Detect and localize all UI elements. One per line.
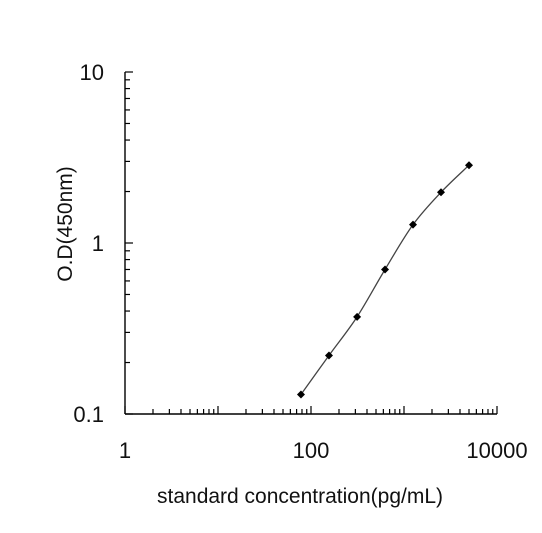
x-minor-ticks	[124, 406, 498, 414]
axes	[124, 71, 498, 415]
x-tick-label-100: 100	[293, 438, 330, 463]
series-line	[300, 164, 470, 395]
y-tick-label-1: 1	[92, 231, 104, 256]
x-tick-label-10000: 10000	[466, 438, 527, 463]
data-point-6	[465, 161, 474, 170]
data-point-3	[381, 265, 390, 274]
y-tick-labels: 0.1 1 10	[73, 60, 104, 427]
data-point-5	[437, 188, 446, 197]
y-minor-ticks	[125, 71, 133, 415]
y-tick-label-0.1: 0.1	[73, 402, 104, 427]
series-group	[296, 161, 474, 399]
data-point-0	[296, 390, 305, 399]
x-tick-labels: 1 100 10000	[119, 438, 528, 463]
series-markers	[296, 161, 474, 399]
data-point-1	[324, 351, 333, 360]
data-point-4	[409, 220, 418, 229]
y-tick-label-10: 10	[80, 60, 104, 85]
x-tick-label-1: 1	[119, 438, 131, 463]
y-axis-title: O.D(450nm)	[54, 166, 77, 282]
x-axis-title: standard concentration(pg/mL)	[157, 485, 443, 508]
data-point-2	[353, 312, 362, 321]
